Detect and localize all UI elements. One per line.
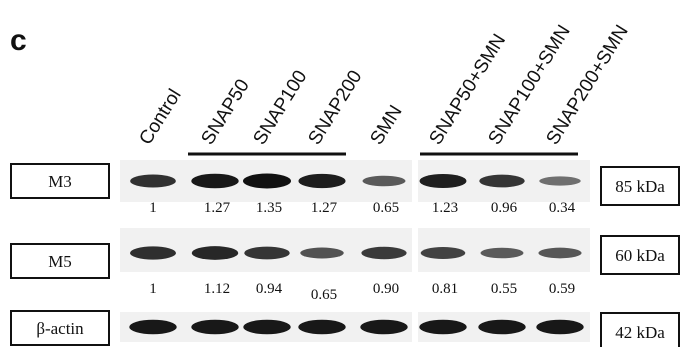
blot-band xyxy=(191,319,239,335)
blot-band xyxy=(298,319,346,335)
blot-rows: M3 85 kDa 1 1.27 1.35 1.27 0.65 1.23 0.96 0.34 M5 6… xyxy=(10,160,680,347)
protein-label: M3 xyxy=(48,172,72,191)
blot-band xyxy=(419,319,467,335)
blot-band xyxy=(129,319,177,335)
lane-label: SNAP50 xyxy=(197,76,253,149)
panel-letter: c xyxy=(10,24,27,57)
size-label: 42 kDa xyxy=(615,323,665,342)
band-value: 1.27 xyxy=(204,200,231,216)
band-value: 0.81 xyxy=(432,281,458,297)
blot-band xyxy=(480,247,524,259)
size-label-box xyxy=(600,312,680,347)
band-value: 0.65 xyxy=(373,200,399,216)
band-value: 0.65 xyxy=(311,287,337,303)
band-value: 0.90 xyxy=(373,281,399,297)
lane-label: SNAP100 xyxy=(249,67,311,149)
blot-band xyxy=(300,247,344,259)
blot-band xyxy=(536,319,584,335)
band-value: 0.96 xyxy=(491,200,518,216)
band-value: 1 xyxy=(149,200,157,216)
band-value: 0.59 xyxy=(549,281,575,297)
band-value: 0.55 xyxy=(491,281,517,297)
band-value: 1.35 xyxy=(256,200,282,216)
blot-band xyxy=(191,173,239,189)
blot-band xyxy=(420,247,466,259)
band-value: 1.12 xyxy=(204,281,230,297)
size-label-box xyxy=(600,235,680,275)
band-value: 0.34 xyxy=(549,200,576,216)
band-value: 1 xyxy=(149,281,157,297)
lane-label: Control xyxy=(135,86,185,149)
blot-band xyxy=(360,319,408,335)
blot-band xyxy=(191,246,239,260)
band-value: 1.27 xyxy=(311,200,338,216)
blot-band xyxy=(419,173,467,189)
blot-band xyxy=(479,174,525,188)
blot-band xyxy=(130,246,176,260)
size-label-box xyxy=(600,166,680,206)
protein-label: β-actin xyxy=(36,319,84,338)
protein-label-box xyxy=(10,163,110,199)
lane-label: SNAP200 xyxy=(304,67,366,149)
protein-label-box xyxy=(10,243,110,279)
blot-band xyxy=(243,319,291,335)
blot-band xyxy=(539,176,581,186)
size-label: 60 kDa xyxy=(615,246,665,265)
blot-band xyxy=(243,173,291,189)
size-label: 85 kDa xyxy=(615,177,665,196)
lane-label: SMN xyxy=(366,102,406,149)
blot-band xyxy=(538,247,582,259)
band-value: 1.23 xyxy=(432,200,458,216)
blot-band xyxy=(478,319,526,335)
blot-band xyxy=(130,174,176,188)
blot-band xyxy=(244,246,290,260)
blot-band xyxy=(362,175,406,187)
band-value: 0.94 xyxy=(256,281,283,297)
blot-band xyxy=(361,246,407,260)
protein-label-box xyxy=(10,310,110,346)
protein-label: M5 xyxy=(48,252,72,271)
blot-band xyxy=(298,173,346,189)
